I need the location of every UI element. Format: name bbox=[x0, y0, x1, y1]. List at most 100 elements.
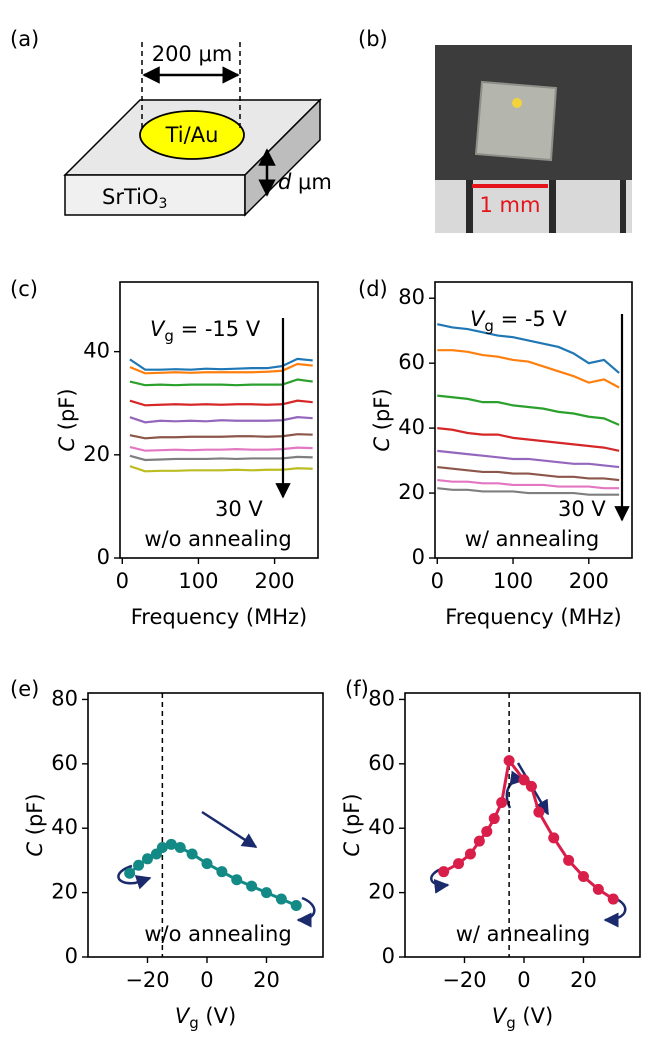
series-line bbox=[129, 454, 313, 462]
data-point bbox=[577, 871, 589, 883]
panel-label: (b) bbox=[358, 27, 388, 51]
y-tick-label: 60 bbox=[51, 751, 78, 775]
condition-note: w/ annealing bbox=[456, 922, 591, 946]
x-tick-label: 0 bbox=[431, 569, 444, 593]
data-point bbox=[156, 842, 168, 854]
condition-note: w/o annealing bbox=[144, 922, 291, 946]
data-point bbox=[607, 893, 619, 905]
series-line bbox=[129, 433, 313, 440]
data-point bbox=[533, 806, 545, 818]
data-point bbox=[518, 774, 530, 786]
scale-label: 1 mm bbox=[480, 193, 541, 217]
x-tick-label: 0 bbox=[200, 968, 213, 992]
y-tick-label: 20 bbox=[368, 880, 395, 904]
data-point bbox=[438, 866, 450, 878]
plot-frame bbox=[119, 281, 319, 559]
x-axis-label: Frequency (MHz) bbox=[131, 605, 307, 629]
panel-label: (e) bbox=[10, 677, 39, 701]
x-tick-label: 100 bbox=[178, 569, 218, 593]
y-tick-label: 60 bbox=[398, 350, 425, 374]
photo bbox=[435, 45, 632, 233]
data-point bbox=[290, 899, 302, 911]
x-tick-label: 20 bbox=[253, 968, 280, 992]
condition-note: w/o annealing bbox=[144, 527, 291, 551]
thickness-label: d μm bbox=[278, 170, 332, 194]
y-tick-label: 0 bbox=[65, 944, 78, 968]
series-line bbox=[437, 323, 620, 374]
x-tick-label: 0 bbox=[116, 569, 129, 593]
series-line bbox=[442, 757, 615, 901]
series-line bbox=[437, 349, 620, 389]
data-point bbox=[496, 796, 508, 808]
y-tick-label: 0 bbox=[97, 545, 110, 569]
data-point bbox=[548, 832, 560, 844]
data-point bbox=[124, 867, 136, 879]
data-point bbox=[525, 780, 537, 792]
series-line bbox=[129, 357, 313, 371]
series-line bbox=[129, 446, 313, 452]
x-axis-label: Vg (V) bbox=[175, 1004, 236, 1032]
x-tick-label: 0 bbox=[517, 968, 530, 992]
data-point bbox=[453, 858, 465, 870]
series-line bbox=[129, 378, 313, 387]
x-tick-label: 200 bbox=[255, 569, 295, 593]
y-tick-label: 80 bbox=[398, 285, 425, 309]
plot-frame bbox=[434, 281, 633, 559]
condition-note: w/ annealing bbox=[465, 527, 600, 551]
series-line bbox=[129, 399, 313, 407]
data-point bbox=[563, 854, 575, 866]
plot-frame bbox=[404, 692, 641, 958]
data-point bbox=[216, 866, 228, 878]
data-point bbox=[473, 835, 485, 847]
panel-label: (c) bbox=[10, 277, 38, 301]
data-point bbox=[246, 880, 258, 892]
data-point bbox=[275, 893, 287, 905]
series-line bbox=[437, 394, 620, 426]
data-point bbox=[141, 853, 153, 865]
data-point bbox=[481, 825, 493, 837]
y-tick-label: 80 bbox=[51, 686, 78, 710]
x-tick-label: 20 bbox=[570, 968, 597, 992]
x-axis-label: Frequency (MHz) bbox=[445, 605, 621, 629]
y-tick-label: 60 bbox=[368, 751, 395, 775]
data-point bbox=[260, 887, 272, 899]
data-point bbox=[174, 842, 186, 854]
x-tick-label: 200 bbox=[569, 569, 609, 593]
y-axis-label: C (pF) bbox=[370, 388, 394, 451]
y-tick-label: 40 bbox=[368, 815, 395, 839]
device-diagram bbox=[63, 42, 322, 217]
gate-annotation: Vg = -15 V bbox=[150, 317, 261, 345]
y-axis-label: C (pF) bbox=[55, 388, 79, 451]
y-tick-label: 20 bbox=[83, 442, 110, 466]
y-axis-label: C (pF) bbox=[23, 793, 47, 856]
x-axis-label: Vg (V) bbox=[492, 1004, 553, 1032]
y-tick-label: 40 bbox=[51, 815, 78, 839]
x-tick-label: 100 bbox=[493, 569, 533, 593]
data-point bbox=[503, 755, 515, 767]
y-tick-label: 20 bbox=[51, 880, 78, 904]
y-tick-label: 40 bbox=[83, 339, 110, 363]
data-point bbox=[165, 838, 177, 850]
data-point bbox=[201, 858, 213, 870]
gate-annotation: Vg = -5 V bbox=[470, 307, 567, 335]
x-tick-label: −20 bbox=[125, 968, 169, 992]
y-tick-label: 0 bbox=[382, 944, 395, 968]
y-tick-label: 40 bbox=[398, 415, 425, 439]
y-tick-label: 0 bbox=[412, 545, 425, 569]
substrate-label: SrTiO3 bbox=[102, 185, 167, 212]
y-axis-label: C (pF) bbox=[340, 793, 364, 856]
plot-frame bbox=[87, 692, 324, 958]
panel-label: (a) bbox=[10, 27, 39, 51]
panel-label: (f) bbox=[345, 677, 369, 701]
width-label: 200 μm bbox=[152, 42, 233, 66]
arrow-end-label: 30 V bbox=[558, 497, 606, 521]
arrow-end-label: 30 V bbox=[215, 497, 263, 521]
series-line bbox=[437, 427, 620, 452]
panel-label: (d) bbox=[358, 277, 388, 301]
y-tick-label: 20 bbox=[398, 480, 425, 504]
data-point bbox=[186, 848, 198, 860]
y-tick-label: 80 bbox=[368, 686, 395, 710]
x-tick-label: −20 bbox=[442, 968, 486, 992]
series-line bbox=[437, 487, 620, 496]
